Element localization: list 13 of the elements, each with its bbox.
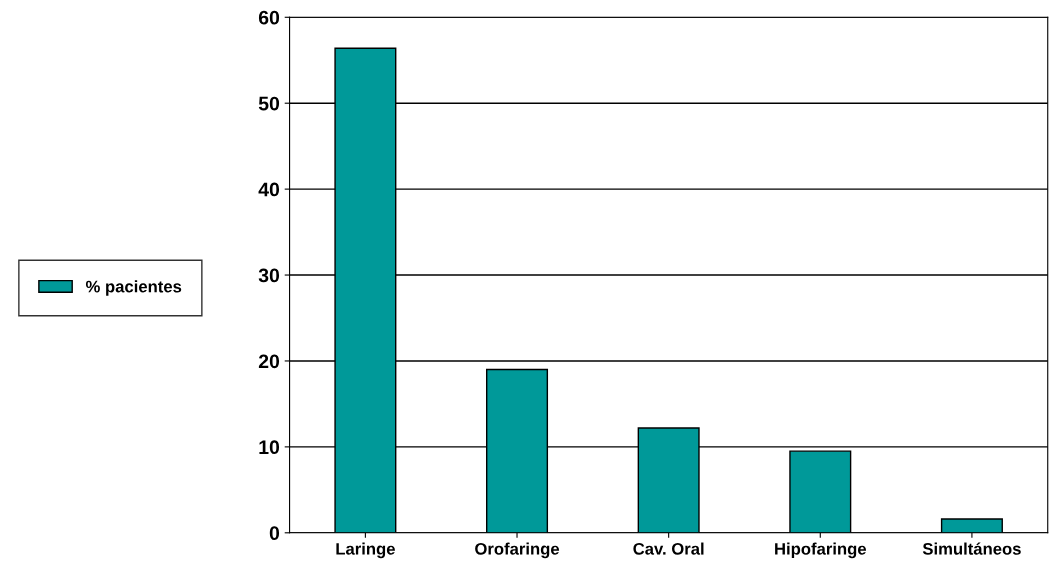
x-tick-label: Orofaringe [475, 542, 560, 559]
y-tick-label: 10 [259, 440, 280, 455]
y-tick-label: 20 [258, 354, 280, 369]
x-tick-label: Simultáneos [922, 542, 1021, 555]
y-tick-label: 60 [258, 10, 280, 25]
y-tick-label: 30 [258, 268, 280, 283]
x-tick-label: Cav. Oral [633, 542, 704, 555]
y-tick-label: 50 [258, 96, 280, 111]
y-tick-label: 0 [269, 526, 280, 541]
legend-label: % pacientes [85, 280, 182, 296]
y-tick-label: 40 [258, 182, 280, 197]
x-tick-label: Laringe [336, 542, 395, 559]
x-tick-label: Hipofaringe [775, 542, 867, 559]
